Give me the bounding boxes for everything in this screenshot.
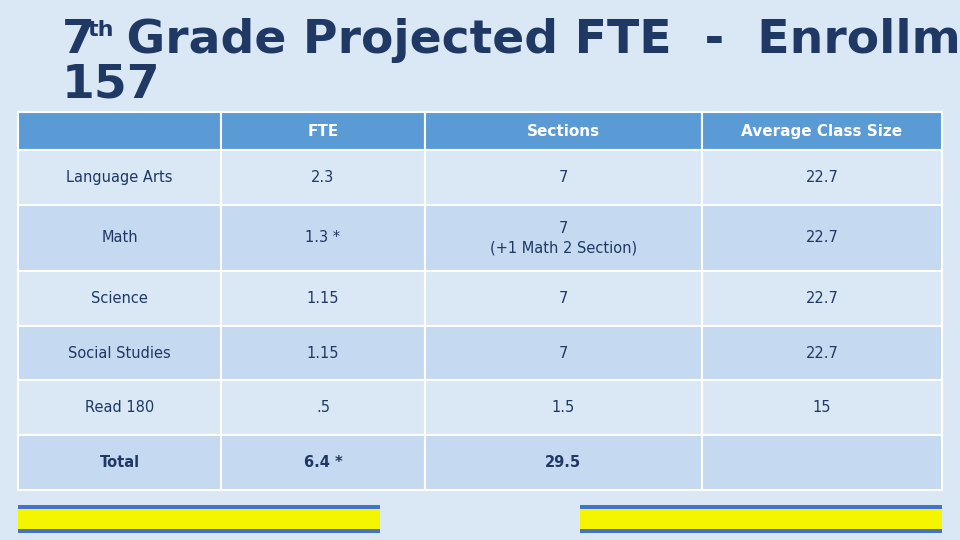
Text: 7: 7	[559, 291, 568, 306]
Bar	[702, 381, 942, 435]
Bar	[18, 505, 380, 509]
Bar	[18, 326, 221, 381]
Bar	[424, 326, 702, 381]
Text: 7: 7	[62, 18, 95, 63]
Bar	[702, 435, 942, 490]
Text: 1.15: 1.15	[306, 291, 339, 306]
Text: 157: 157	[62, 62, 160, 107]
Text: FTE: FTE	[307, 124, 339, 139]
Bar	[18, 112, 221, 150]
Text: 1.5: 1.5	[552, 400, 575, 415]
Text: Science: Science	[91, 291, 148, 306]
Text: Language Arts: Language Arts	[66, 170, 173, 185]
Bar	[702, 205, 942, 271]
Bar	[580, 529, 942, 533]
Text: Math: Math	[102, 231, 138, 246]
Bar	[424, 205, 702, 271]
Text: Sections: Sections	[527, 124, 600, 139]
Text: 1.15: 1.15	[306, 346, 339, 361]
Bar	[424, 435, 702, 490]
Bar	[702, 326, 942, 381]
Bar	[18, 150, 221, 205]
Bar	[702, 150, 942, 205]
Text: .5: .5	[316, 400, 330, 415]
Bar	[580, 505, 942, 533]
Bar	[424, 381, 702, 435]
Bar	[221, 205, 424, 271]
Text: 22.7: 22.7	[805, 170, 838, 185]
Bar	[424, 271, 702, 326]
Text: 7: 7	[559, 170, 568, 185]
Text: Grade Projected FTE  -  Enrollment =: Grade Projected FTE - Enrollment =	[110, 18, 960, 63]
Bar	[18, 205, 221, 271]
Bar	[424, 150, 702, 205]
Bar	[221, 150, 424, 205]
Text: th: th	[88, 20, 114, 40]
Bar	[221, 271, 424, 326]
Text: 22.7: 22.7	[805, 291, 838, 306]
Text: 22.7: 22.7	[805, 231, 838, 246]
Bar	[580, 505, 942, 509]
Bar	[18, 505, 380, 533]
Bar	[18, 529, 380, 533]
Bar	[221, 435, 424, 490]
Bar	[424, 112, 702, 150]
Bar	[221, 326, 424, 381]
Text: Average Class Size: Average Class Size	[741, 124, 902, 139]
Bar	[702, 112, 942, 150]
Bar	[18, 271, 221, 326]
Text: 6.4 *: 6.4 *	[303, 455, 343, 470]
Bar	[221, 112, 424, 150]
Text: Social Studies: Social Studies	[68, 346, 171, 361]
Text: 7
(+1 Math 2 Section): 7 (+1 Math 2 Section)	[490, 221, 636, 255]
Bar	[18, 435, 221, 490]
Text: 29.5: 29.5	[545, 455, 581, 470]
Bar	[702, 271, 942, 326]
Text: Total: Total	[100, 455, 140, 470]
Text: 1.3 *: 1.3 *	[305, 231, 341, 246]
Text: 22.7: 22.7	[805, 346, 838, 361]
Text: 2.3: 2.3	[311, 170, 334, 185]
Text: Read 180: Read 180	[85, 400, 155, 415]
Text: 15: 15	[812, 400, 831, 415]
Bar	[221, 381, 424, 435]
Text: 7: 7	[559, 346, 568, 361]
Bar	[18, 381, 221, 435]
